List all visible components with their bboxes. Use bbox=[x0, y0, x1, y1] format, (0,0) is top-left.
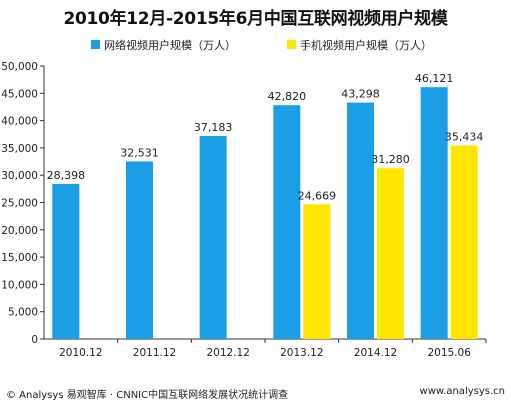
data-label: 31,280 bbox=[371, 153, 410, 166]
y-tick-label: 5,000 bbox=[8, 307, 38, 319]
data-label: 42,820 bbox=[268, 90, 307, 103]
bar bbox=[273, 105, 301, 340]
bar bbox=[377, 168, 404, 339]
x-tick-label: 2014.12 bbox=[354, 347, 397, 359]
bar bbox=[126, 161, 153, 339]
bar bbox=[199, 135, 227, 339]
y-tick-label: 20,000 bbox=[1, 225, 38, 237]
y-tick-label: 35,000 bbox=[1, 143, 38, 155]
legend-label: 网络视频用户规模（万人） bbox=[104, 38, 236, 52]
y-tick-label: 15,000 bbox=[1, 252, 38, 264]
bar bbox=[52, 183, 80, 339]
y-tick-label: 30,000 bbox=[1, 170, 38, 182]
y-tick-label: 10,000 bbox=[1, 279, 38, 291]
data-label: 43,298 bbox=[341, 88, 380, 101]
legend-swatch bbox=[91, 40, 100, 49]
data-label: 46,121 bbox=[415, 72, 454, 85]
x-tick-label: 2013.12 bbox=[280, 347, 323, 359]
data-label: 37,183 bbox=[194, 121, 233, 134]
legend-label: 手机视频用户规模（万人） bbox=[300, 38, 432, 52]
bar bbox=[347, 102, 374, 339]
bar bbox=[450, 145, 478, 339]
website-url[interactable]: www.analysys.cn bbox=[419, 386, 505, 397]
data-label: 32,531 bbox=[120, 146, 159, 159]
data-label: 35,434 bbox=[445, 131, 484, 144]
y-tick-label: 40,000 bbox=[1, 116, 38, 128]
y-tick-label: 25,000 bbox=[1, 198, 38, 210]
x-tick-label: 2010.12 bbox=[59, 347, 102, 359]
y-tick-label: 0 bbox=[31, 334, 38, 346]
legend-swatch bbox=[287, 40, 296, 49]
y-tick-label: 45,000 bbox=[1, 88, 38, 100]
bar bbox=[303, 204, 331, 339]
x-tick-label: 2015.06 bbox=[427, 347, 471, 359]
bar bbox=[420, 87, 448, 339]
source-note: © Analysys 易观智库 · CNNIC中国互联网络发展状况统计调查 bbox=[6, 390, 289, 401]
chart-title: 2010年12月-2015年6月中国互联网视频用户规模 bbox=[63, 9, 448, 29]
x-tick-label: 2011.12 bbox=[133, 347, 176, 359]
y-tick-label: 50,000 bbox=[1, 61, 38, 73]
x-tick-label: 2012.12 bbox=[206, 347, 249, 359]
data-label: 28,398 bbox=[47, 169, 86, 182]
data-label: 24,669 bbox=[298, 189, 337, 202]
